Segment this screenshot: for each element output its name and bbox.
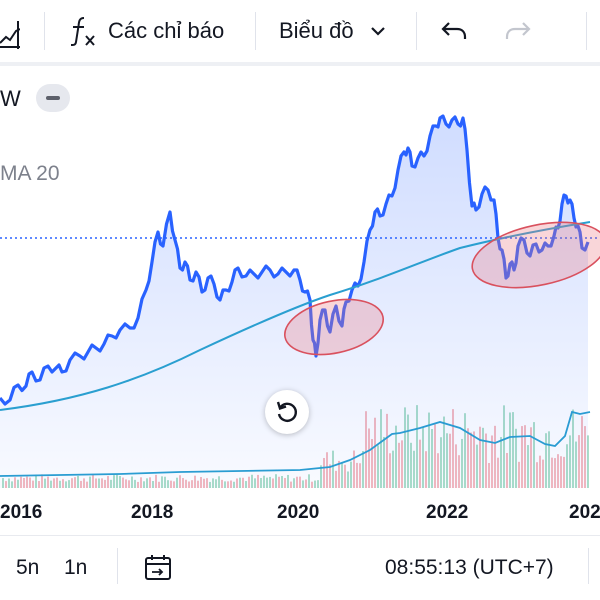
fx-icon (70, 17, 95, 46)
chart-type-label: Biểu đồ (279, 18, 354, 43)
legend-symbol: W (0, 86, 21, 111)
reset-chart-button[interactable] (265, 390, 309, 434)
undo-button[interactable] (440, 0, 468, 62)
range-1y-button[interactable]: 1n (64, 556, 88, 579)
toolbar-divider (44, 12, 45, 50)
date-range-button[interactable] (144, 554, 174, 587)
toolbar-divider (586, 12, 587, 50)
x-axis-tick: 202 (569, 502, 600, 523)
x-axis-tick: 2022 (426, 502, 469, 523)
range-5y-button[interactable]: 5n (16, 556, 40, 579)
undo-icon (441, 22, 467, 39)
legend-collapse-icon[interactable] (36, 84, 70, 112)
x-axis-tick: 2016 (0, 502, 43, 523)
toolbar-divider (416, 12, 417, 50)
reset-chart-icon (276, 401, 297, 422)
price-area-fill (0, 116, 588, 488)
indicators-label: Các chỉ báo (108, 18, 225, 43)
date-range-icon (145, 555, 171, 580)
toolbar-shadow (0, 62, 600, 66)
highlight-ellipse-2020 (283, 298, 385, 356)
ma-legend-label: MA 20 (0, 162, 60, 185)
chevron-down-icon (370, 27, 385, 36)
top-toolbar: Các chỉ báo Biểu đồ (0, 0, 600, 62)
redo-icon (505, 22, 531, 39)
toolbar-divider (255, 12, 256, 50)
bottom-divider (588, 548, 589, 584)
x-axis-tick: 2020 (277, 502, 320, 523)
bottom-bar (0, 535, 600, 600)
clock-timezone[interactable]: 08:55:13 (UTC+7) (385, 556, 554, 579)
bottom-divider (117, 548, 118, 584)
price-line (0, 114, 590, 406)
highlight-ellipse-2023 (471, 221, 600, 289)
redo-button[interactable] (504, 0, 532, 62)
price-chart[interactable] (0, 66, 600, 498)
x-axis-tick: 2018 (131, 502, 174, 523)
indicators-button[interactable]: Các chỉ báo (68, 0, 224, 62)
chart-style-button[interactable] (0, 0, 20, 62)
chart-type-dropdown[interactable]: Biểu đồ (279, 0, 386, 62)
chart-type-icon (0, 21, 20, 49)
